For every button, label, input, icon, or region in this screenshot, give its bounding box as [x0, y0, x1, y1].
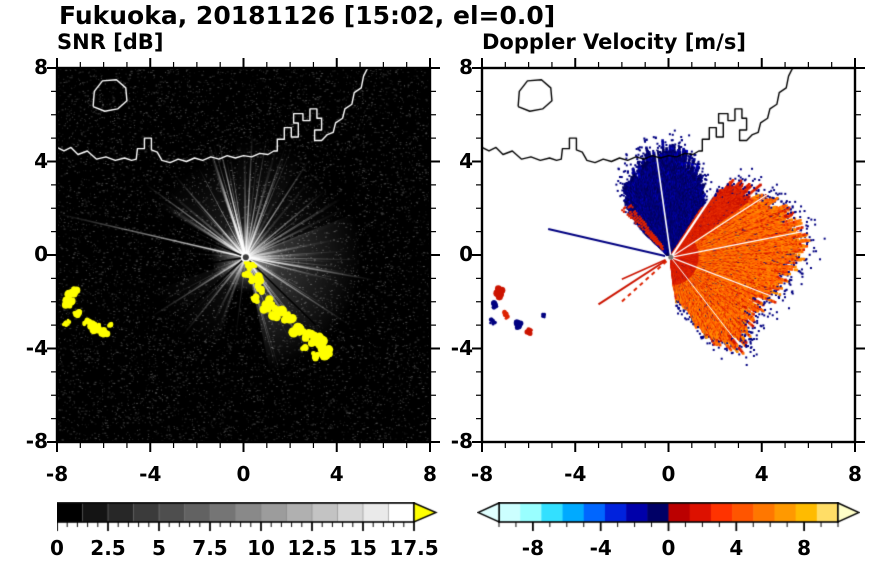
colorbar-tick-label: 7.5 — [192, 536, 228, 560]
x-tick-label: 0 — [236, 462, 251, 486]
figure-title: Fukuoka, 20181126 [15:02, el=0.0] — [59, 1, 556, 30]
x-tick-label: 4 — [754, 462, 769, 486]
y-tick-label: 0 — [34, 242, 48, 266]
y-tick-label: 0 — [459, 242, 473, 266]
y-tick-label: 8 — [34, 55, 48, 79]
y-tick-label: 8 — [459, 55, 473, 79]
y-tick-label: -8 — [450, 429, 473, 453]
colorbar-tick-label: 5 — [152, 536, 166, 560]
colorbar-tick-label: 8 — [797, 536, 812, 560]
colorbar-tick-label: 15 — [349, 536, 377, 560]
x-tick-label: 8 — [423, 462, 437, 486]
doppler-heatmap — [482, 68, 855, 442]
x-tick-label: -8 — [470, 462, 494, 486]
doppler-colorbar — [477, 502, 860, 536]
x-tick-label: -4 — [139, 462, 162, 486]
colorbar-tick-label: -8 — [521, 536, 544, 560]
x-tick-label: 0 — [661, 462, 676, 486]
y-tick-label: -4 — [450, 335, 473, 360]
y-tick-label: -4 — [25, 335, 48, 360]
colorbar-tick-label: -4 — [589, 536, 612, 560]
y-tick-label: 4 — [34, 148, 48, 173]
colorbar-tick-label: 12.5 — [287, 536, 337, 560]
colorbar-tick-label: 10 — [247, 536, 275, 560]
colorbar-tick-label: 0 — [661, 536, 676, 560]
x-tick-label: -4 — [564, 462, 587, 486]
x-tick-label: 4 — [329, 462, 344, 486]
snr-heatmap — [57, 68, 430, 442]
colorbar-tick-label: 17.5 — [389, 536, 439, 560]
snr-colorbar — [57, 502, 449, 536]
colorbar-tick-label: 2.5 — [90, 536, 126, 560]
x-tick-label: 8 — [848, 462, 862, 486]
snr-panel-title: SNR [dB] — [57, 30, 164, 54]
y-tick-label: 4 — [459, 148, 473, 173]
x-tick-label: -8 — [45, 462, 69, 486]
colorbar-tick-label: 4 — [729, 536, 744, 560]
doppler-panel-title: Doppler Velocity [m/s] — [482, 30, 746, 54]
y-tick-label: -8 — [25, 429, 48, 453]
colorbar-tick-label: 0 — [50, 536, 64, 560]
